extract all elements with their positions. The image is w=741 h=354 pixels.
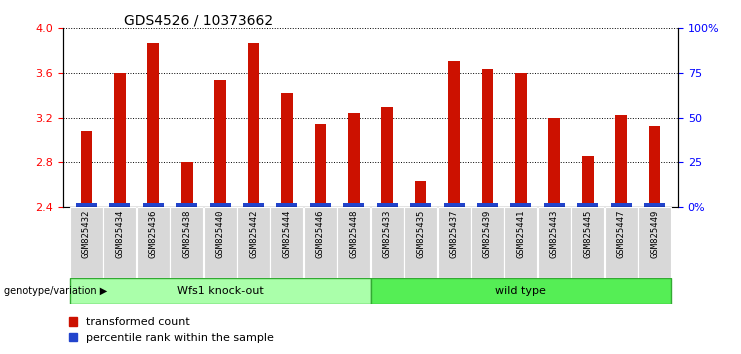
Text: GSM825436: GSM825436 [149,209,158,258]
Bar [382,107,393,207]
Text: GSM825437: GSM825437 [450,209,459,258]
Text: GSM825434: GSM825434 [116,209,124,258]
Bar [270,207,304,278]
Bar [644,202,665,207]
Bar [147,43,159,207]
Bar [605,207,638,278]
Bar [214,80,226,207]
Bar [376,202,398,207]
Bar [170,207,203,278]
Bar [548,118,560,207]
Bar [210,202,230,207]
Bar [109,202,130,207]
Bar [247,43,259,207]
Bar [370,278,671,304]
Bar [448,61,460,207]
Text: GSM825443: GSM825443 [550,209,559,258]
Bar [176,202,197,207]
Text: GSM825446: GSM825446 [316,209,325,258]
Text: GSM825445: GSM825445 [583,209,592,258]
Text: GDS4526 / 10373662: GDS4526 / 10373662 [124,13,273,27]
Text: GSM825441: GSM825441 [516,209,525,258]
Bar [505,207,537,278]
Text: GSM825438: GSM825438 [182,209,191,258]
Bar [76,202,97,207]
Text: GSM825433: GSM825433 [382,209,392,258]
Bar [81,131,92,207]
Bar [204,207,236,278]
Text: Wfs1 knock-out: Wfs1 knock-out [176,286,264,296]
Bar [370,207,404,278]
Bar [136,207,170,278]
Bar [437,207,471,278]
Text: GSM825448: GSM825448 [349,209,359,258]
Bar [649,126,660,207]
Bar [615,115,627,207]
Text: GSM825440: GSM825440 [216,209,225,258]
Text: GSM825432: GSM825432 [82,209,91,258]
Bar [611,202,632,207]
Text: genotype/variation ▶: genotype/variation ▶ [4,286,107,296]
Bar [103,207,136,278]
Bar [243,202,264,207]
Bar [281,93,293,207]
Bar [477,202,498,207]
Text: GSM825435: GSM825435 [416,209,425,258]
Legend: transformed count, percentile rank within the sample: transformed count, percentile rank withi… [68,317,274,343]
Bar [544,202,565,207]
Bar [70,207,103,278]
Bar [582,156,594,207]
Bar [114,73,126,207]
Text: GSM825447: GSM825447 [617,209,625,258]
Bar [471,207,504,278]
Bar [415,181,427,207]
Bar [143,202,164,207]
Text: GSM825439: GSM825439 [483,209,492,258]
Bar [343,202,365,207]
Text: GSM825442: GSM825442 [249,209,258,258]
Bar [337,207,370,278]
Bar [571,207,605,278]
Bar [304,207,337,278]
Bar [404,207,437,278]
Bar [482,69,494,207]
Bar [310,202,331,207]
Bar [577,202,598,207]
Bar [638,207,671,278]
Bar [410,202,431,207]
Bar [70,278,370,304]
Bar [314,124,326,207]
Bar [348,113,359,207]
Bar [538,207,571,278]
Bar [515,73,527,207]
Text: GSM825444: GSM825444 [282,209,291,258]
Bar [237,207,270,278]
Text: GSM825449: GSM825449 [650,209,659,258]
Bar [276,202,297,207]
Bar [511,202,531,207]
Text: wild type: wild type [496,286,546,296]
Bar [444,202,465,207]
Bar [181,162,193,207]
